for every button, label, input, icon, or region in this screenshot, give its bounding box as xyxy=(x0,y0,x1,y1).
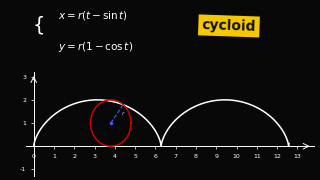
Text: $\{$: $\{$ xyxy=(32,14,44,36)
Text: $x = r(t - \sin t)$: $x = r(t - \sin t)$ xyxy=(58,9,128,22)
Text: r: r xyxy=(122,111,125,116)
Text: $y = r(1 - \cos t)$: $y = r(1 - \cos t)$ xyxy=(58,40,133,54)
Text: cycloid: cycloid xyxy=(202,18,256,34)
